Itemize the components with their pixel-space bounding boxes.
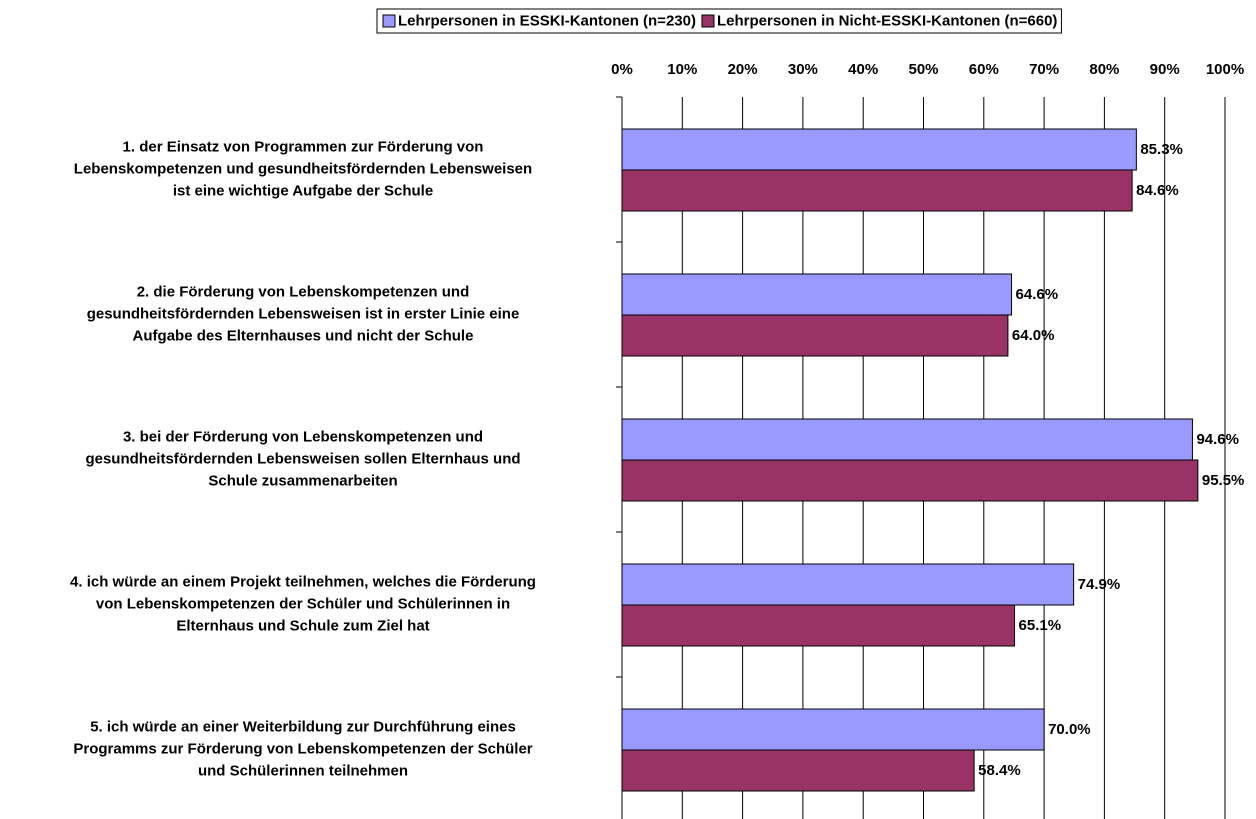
category-label: 3. bei der Förderung von Lebenskompetenz… [123, 428, 483, 445]
x-tick-label: 90% [1150, 61, 1180, 78]
category-label: ist eine wichtige Aufgabe der Schule [173, 182, 433, 199]
legend-label: Lehrpersonen in ESSKI-Kantonen (n=230) [398, 12, 696, 29]
bar [621, 604, 1016, 647]
legend-swatch [382, 14, 396, 28]
x-tick-label: 50% [908, 61, 938, 78]
bar [621, 418, 1193, 461]
x-tick-label: 80% [1089, 61, 1119, 78]
data-label: 84.6% [1136, 182, 1179, 199]
bar [621, 128, 1137, 171]
category-label: 5. ich würde an einer Weiterbildung zur … [90, 718, 516, 735]
category-label: 2. die Förderung von Lebenskompetenzen u… [137, 283, 470, 300]
data-label: 64.6% [1016, 286, 1059, 303]
category-label: und Schülerinnen teilnehmen [198, 762, 408, 779]
category-label: von Lebenskompetenzen der Schüler und Sc… [96, 595, 510, 612]
category-label: Schule zusammenarbeiten [208, 472, 397, 489]
data-label: 58.4% [978, 762, 1021, 779]
category-label: gesundheitsfördernden Lebensweisen ist i… [87, 305, 520, 322]
bar [621, 459, 1199, 502]
x-tick-label: 20% [728, 61, 758, 78]
legend-label: Lehrpersonen in Nicht-ESSKI-Kantonen (n=… [717, 12, 1057, 29]
x-tick-label: 10% [667, 61, 697, 78]
legend-box [376, 8, 1062, 34]
data-label: 95.5% [1202, 472, 1245, 489]
x-tick-label: 40% [848, 61, 878, 78]
category-label: Aufgabe des Elternhauses und nicht der S… [133, 327, 474, 344]
x-tick-label: 70% [1029, 61, 1059, 78]
x-tick-label: 100% [1206, 61, 1244, 78]
x-tick-label: 0% [611, 61, 633, 78]
category-label: gesundheitsfördernden Lebensweisen solle… [85, 450, 520, 467]
data-label: 70.0% [1048, 721, 1091, 738]
legend-swatch [701, 14, 715, 28]
category-label: Programms zur Förderung von Lebenskompet… [73, 740, 532, 757]
category-label: Lebenskompetenzen und gesundheitsfördern… [74, 160, 532, 177]
bar [621, 273, 1013, 316]
x-tick-label: 30% [788, 61, 818, 78]
x-tick-label: 60% [969, 61, 999, 78]
legend: Lehrpersonen in ESSKI-Kantonen (n=230) Le… [376, 8, 1062, 34]
bar [621, 563, 1075, 606]
data-label: 64.0% [1012, 327, 1055, 344]
data-label: 85.3% [1140, 141, 1183, 158]
category-label: 4. ich würde an einem Projekt teilnehmen… [70, 573, 536, 590]
data-label: 65.1% [1019, 617, 1062, 634]
bar [621, 749, 975, 792]
data-label: 94.6% [1196, 431, 1239, 448]
bar [621, 708, 1045, 751]
category-label: Elternhaus und Schule zum Ziel hat [176, 617, 429, 634]
bar [621, 169, 1133, 212]
bar [621, 314, 1009, 357]
data-label: 74.9% [1078, 576, 1121, 593]
category-label: 1. der Einsatz von Programmen zur Förder… [123, 138, 484, 155]
